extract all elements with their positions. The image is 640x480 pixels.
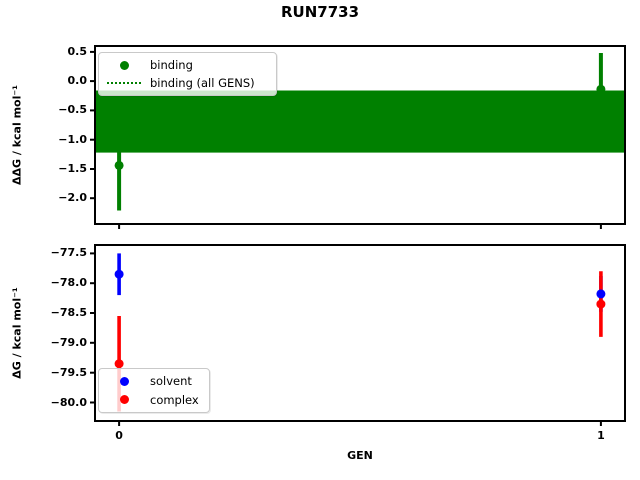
binding-dot-icon xyxy=(119,60,129,70)
y-tick-label: −79.5 xyxy=(50,365,87,379)
binding (all GENS)-dotted-line-icon xyxy=(107,82,141,84)
legend-handle xyxy=(106,395,142,405)
data-point-complex xyxy=(596,299,606,309)
solvent-dot-icon xyxy=(119,376,129,386)
legend-item-label: complex xyxy=(150,392,199,407)
legend-item-label: binding xyxy=(150,58,193,72)
legend-item-label: solvent xyxy=(150,374,192,389)
data-point-binding xyxy=(114,160,124,170)
legend-bottom: solvent complex xyxy=(98,368,210,413)
data-point-binding xyxy=(596,84,606,94)
complex-dot-icon xyxy=(119,395,129,405)
y-tick-label: −78.0 xyxy=(50,276,87,290)
error-band xyxy=(95,90,625,153)
y-tick-label: −77.5 xyxy=(50,246,87,260)
y-tick-label: −1.5 xyxy=(58,161,87,175)
y-tick-label: −78.5 xyxy=(50,306,87,319)
figure-title: RUN7733 xyxy=(280,3,360,21)
legend-item: binding (all GENS) xyxy=(106,74,268,92)
x-axis-label: GEN xyxy=(347,449,373,462)
legend-item: solvent xyxy=(106,372,201,391)
data-point-solvent xyxy=(596,289,606,299)
legend-item: complex xyxy=(106,391,201,410)
x-tick-label: 1 xyxy=(597,429,605,442)
legend-item-label: binding (all GENS) xyxy=(150,76,255,90)
legend-handle xyxy=(106,376,142,386)
y-tick-label: 0.0 xyxy=(67,74,88,88)
legend-handle xyxy=(106,60,142,70)
legend-item: binding xyxy=(106,56,268,74)
y-tick-label: −1.0 xyxy=(58,132,87,146)
plot-area-top xyxy=(94,45,626,225)
y-tick-label: 0.5 xyxy=(67,44,88,58)
y-tick-label: −2.0 xyxy=(58,191,87,205)
x-tick-label: 0 xyxy=(115,429,123,442)
y-tick-label: −80.0 xyxy=(50,395,87,409)
legend-handle xyxy=(106,82,142,84)
data-point-solvent xyxy=(114,269,124,279)
y-tick-label: −79.0 xyxy=(50,335,87,349)
y-tick-label: −0.5 xyxy=(58,103,87,117)
data-point-complex xyxy=(114,359,124,369)
plot-area-bottom xyxy=(94,244,626,422)
legend-top: binding binding (all GENS) xyxy=(98,52,277,96)
